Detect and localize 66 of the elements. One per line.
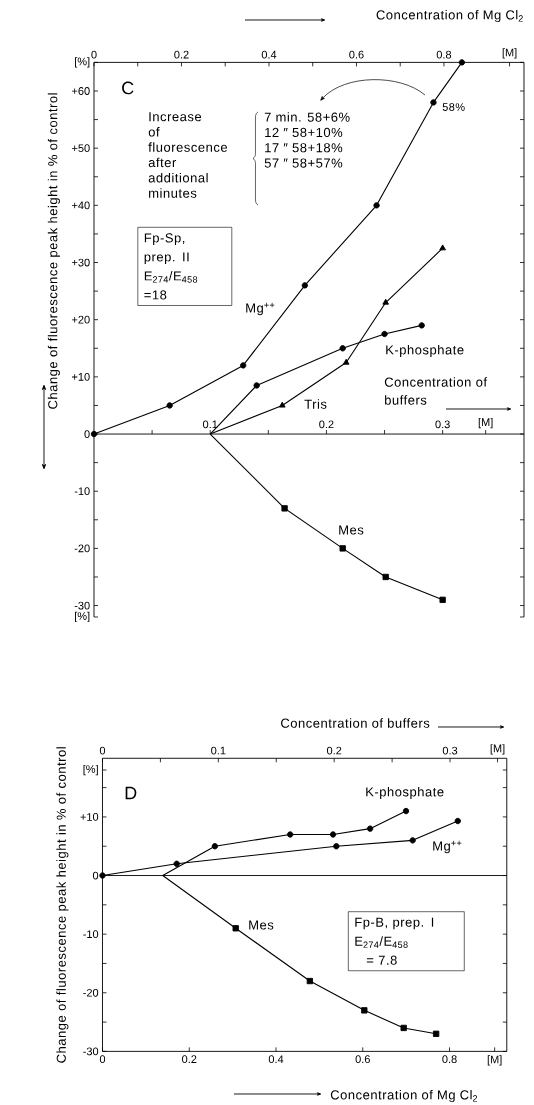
y-tick-label: [%] — [75, 611, 90, 623]
series-label: K-phosphate — [366, 786, 444, 800]
x2-axis-title: Concentration of buffers — [281, 718, 430, 728]
y-axis-title: Change of fluorescence peak height in % of control — [56, 747, 69, 1063]
annotation: 57 ″ 58+57% — [264, 158, 343, 168]
y-tick-label: 0 — [84, 430, 90, 438]
annotation: Fp-B, prep. I — [355, 917, 434, 930]
y-tick-label: -20 — [83, 988, 99, 997]
y-tick-label: 0 — [92, 871, 99, 880]
x-tick-label: 0.6 — [355, 1055, 370, 1064]
x-tick-label: [M] — [478, 417, 493, 429]
x2-tick-label: 0.1 — [211, 746, 226, 755]
annotation: E$_{274}$/E$_{458}$ — [144, 270, 198, 283]
y-axis-title: Change of fluorescence peak height in % of control — [47, 93, 60, 409]
x2-tick-label: 0.8 — [436, 50, 452, 59]
series-label: K-phosphate — [386, 344, 464, 358]
y-tick-label: +20 — [72, 315, 90, 324]
annotation: prep. II — [144, 252, 189, 265]
annotation: Increase of fluorescence after additional minutes — [148, 112, 228, 198]
annotation: C — [122, 81, 134, 95]
x-tick-label: [M] — [487, 1055, 502, 1066]
x2-tick-label: [M] — [502, 48, 517, 59]
x2-axis-title: Concentration of Mg Cl$_{2}$ — [376, 9, 523, 23]
annotation: 7 min. 58+6% — [264, 112, 350, 122]
y-tick-label: [%] — [75, 57, 90, 68]
annotation: D — [125, 786, 137, 800]
annotation: Fp-Sp, — [144, 233, 185, 246]
y-tick-label: +30 — [72, 258, 90, 267]
x2-tick-label: 0.3 — [442, 746, 458, 755]
y-tick-label: -10 — [83, 930, 99, 939]
annotation: =18 — [144, 290, 167, 300]
x-tick-label: 0.4 — [268, 1055, 284, 1064]
x2-tick-label: 0.2 — [174, 50, 189, 59]
x-axis-title: Concentration of Mg Cl$_{2}$ — [330, 1089, 478, 1103]
x2-tick-label: [M] — [490, 744, 505, 755]
x2-tick-label: 0 — [99, 746, 106, 755]
series-label: Tris — [304, 399, 327, 409]
y-tick-label: -20 — [74, 544, 90, 553]
x-tick-label: 0.8 — [442, 1055, 457, 1064]
x2-tick-label: 0.4 — [261, 50, 277, 59]
series-label: Mg$^{++}$ — [433, 840, 462, 854]
series-label: Mes — [249, 920, 274, 930]
x2-tick-label: 0.6 — [349, 50, 364, 59]
x-tick-label: 0 — [99, 1055, 106, 1064]
series-label: Mes — [339, 525, 364, 535]
y-tick-label: +40 — [72, 201, 90, 210]
y-tick-label: +50 — [72, 144, 90, 153]
x2-tick-label: 0.2 — [326, 746, 342, 755]
annotation: 17 ″ 58+18% — [265, 143, 343, 153]
x-tick-label: 0.3 — [435, 420, 450, 429]
x-tick-label: 0.2 — [182, 1055, 197, 1064]
y-tick-label: -30 — [83, 1047, 99, 1056]
x-tick-label: 0.2 — [319, 420, 334, 429]
y-tick-label: +10 — [80, 813, 99, 821]
y-tick-label: -10 — [74, 487, 90, 496]
y-tick-label: +10 — [72, 372, 90, 381]
annotation: E$_{274}$/E$_{458}$ — [355, 936, 408, 948]
annotation: 12 ″ 58+10% — [265, 127, 343, 138]
annotation: = 7.8 — [366, 955, 397, 965]
y-tick-label: -30 — [74, 601, 90, 610]
x-axis-title: Concentration of buffers — [384, 377, 488, 405]
y-tick-label: +60 — [72, 87, 90, 95]
annotation: 58% — [442, 103, 465, 111]
series-label: Mg$^{++}$ — [246, 302, 275, 316]
y-tick-label: [%] — [83, 764, 98, 776]
x-tick-label: 0.1 — [202, 420, 218, 429]
